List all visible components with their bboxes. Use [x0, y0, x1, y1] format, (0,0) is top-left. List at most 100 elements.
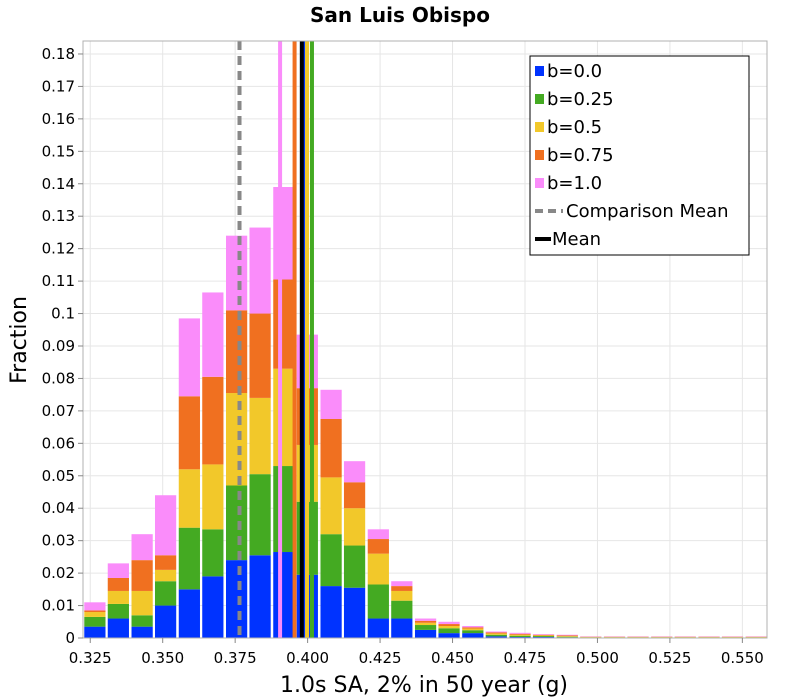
y-tick-label: 0.09 [42, 337, 75, 355]
bar-segment-b-0-75 [178, 396, 200, 470]
bar-segment-b-0-0 [249, 555, 271, 638]
y-tick-label: 0.02 [42, 564, 75, 582]
x-axis-label: 1.0s SA, 2% in 50 year (g) [280, 673, 568, 698]
bar-segment-b-0-75 [84, 610, 106, 613]
bar-segment-b-1-0 [462, 625, 484, 628]
legend-swatch [535, 178, 544, 188]
bar-segment-b-1-0 [509, 632, 531, 634]
bar-segment-b-0-5 [367, 553, 389, 585]
bar-segment-b-0-5 [249, 397, 271, 475]
x-tick-label: 0.350 [141, 649, 184, 667]
bar-segment-b-0-5 [556, 636, 578, 637]
bar-segment-b-0-25 [273, 466, 295, 553]
x-tick-label: 0.425 [359, 649, 402, 667]
y-tick-label: 0.05 [42, 467, 75, 485]
bar-segment-b-0-5 [84, 612, 106, 617]
bar-segment-b-1-0 [131, 534, 153, 561]
chart-title: San Luis Obispo [310, 3, 490, 27]
y-tick-label: 0.1 [51, 305, 75, 323]
bar-segment-b-0-0 [320, 586, 342, 638]
y-tick-label: 0.11 [42, 272, 75, 290]
bar-segment-b-0-5 [107, 590, 129, 604]
bar-segment-b-0-25 [485, 634, 507, 637]
bar-segment-b-0-5 [154, 569, 177, 582]
y-tick-label: 0.08 [42, 369, 75, 387]
bar-segment-b-0-5 [343, 508, 366, 546]
bar-segment-b-0-25 [367, 584, 389, 619]
bar-segment-b-0-75 [485, 632, 507, 634]
bar-segment-b-1-0 [438, 621, 460, 625]
y-tick-label: 0.07 [42, 402, 75, 420]
bar-segment-b-0-0 [414, 629, 437, 638]
y-tick-label: 0.04 [42, 499, 75, 517]
bar-segment-b-0-5 [273, 368, 295, 467]
bar-segment-b-0-25 [532, 636, 555, 638]
bar-segment-b-0-75 [107, 577, 129, 591]
bar-segment-b-0-5 [532, 635, 555, 637]
legend-entry: Comparison Mean [566, 201, 729, 222]
legend-entry: b=0.25 [547, 89, 614, 110]
bar-segment-b-0-0 [131, 626, 153, 638]
bar-segment-b-0-25 [202, 529, 224, 577]
bar-segment-b-0-25 [225, 485, 248, 561]
bar-segment-b-0-0 [462, 633, 484, 638]
legend-swatch [535, 66, 544, 76]
bar-segment-b-1-0 [84, 602, 106, 611]
bar-segment-b-1-0 [225, 235, 248, 311]
legend-entry: b=1.0 [547, 173, 602, 194]
bar-segment-b-1-0 [273, 187, 295, 280]
bar-segment-b-0-0 [343, 587, 366, 638]
legend-swatch [535, 122, 544, 132]
bar-segment-b-0-75 [556, 635, 578, 637]
bar-segment-b-1-0 [485, 631, 507, 633]
bar-segment-b-1-0 [320, 389, 342, 419]
y-tick-label: 0.03 [42, 532, 75, 550]
y-tick-label: 0.01 [42, 597, 75, 615]
bar-segment-b-0-5 [320, 477, 342, 535]
bar-segment-b-1-0 [178, 318, 200, 397]
bar-segment-b-0-5 [131, 590, 153, 616]
bar-segment-b-0-5 [509, 634, 531, 636]
x-tick-label: 0.325 [69, 649, 112, 667]
bar-segment-b-0-0 [154, 605, 177, 638]
legend-box [529, 55, 750, 256]
legend-swatch [535, 94, 544, 104]
bar-segment-b-1-0 [532, 634, 555, 635]
x-tick-label: 0.375 [214, 649, 257, 667]
y-tick-label: 0.06 [42, 434, 75, 452]
bar-segment-b-0-75 [462, 627, 484, 629]
bar-segment-b-0-75 [202, 376, 224, 465]
bar-segment-b-0-0 [391, 618, 413, 638]
bar-segment-b-1-0 [202, 292, 224, 377]
bar-segment-b-1-0 [249, 227, 271, 314]
legend-swatch [535, 150, 544, 160]
bar-segment-b-0-75 [532, 634, 555, 636]
bar-segment-b-0-5 [438, 625, 460, 629]
x-tick-label: 0.475 [504, 649, 547, 667]
bar-segment-b-0-0 [273, 552, 295, 638]
y-tick-label: 0.16 [42, 110, 75, 128]
y-tick-label: 0.18 [42, 45, 75, 63]
bar-segment-b-0-0 [485, 636, 507, 638]
legend-entry: b=0.75 [547, 145, 614, 166]
bar-segment-b-0-75 [131, 560, 153, 591]
mean-lines-group [237, 41, 314, 638]
bar-segment-b-0-75 [249, 313, 271, 398]
bar-segment-b-0-25 [343, 545, 366, 588]
bar-segment-b-1-0 [391, 581, 413, 587]
bar-segment-b-0-75 [438, 624, 460, 626]
x-tick-label: 0.550 [721, 649, 764, 667]
bar-segment-b-0-25 [391, 600, 413, 619]
bar-segment-b-0-75 [225, 310, 248, 394]
bar-segment-b-0-5 [485, 633, 507, 635]
y-tick-label: 0.15 [42, 142, 75, 160]
y-tick-label: 0.17 [42, 77, 75, 95]
bar-segment-b-0-0 [202, 576, 224, 638]
x-tick-label: 0.500 [576, 649, 619, 667]
y-tick-label: 0.13 [42, 207, 75, 225]
x-tick-label: 0.525 [648, 649, 691, 667]
bar-segment-b-0-75 [367, 539, 389, 554]
legend: b=0.0 b=0.25 b=0.5 b=0.75 b=1.0 Comparison Me… [529, 55, 750, 256]
y-axis-label: Fraction [7, 296, 32, 384]
